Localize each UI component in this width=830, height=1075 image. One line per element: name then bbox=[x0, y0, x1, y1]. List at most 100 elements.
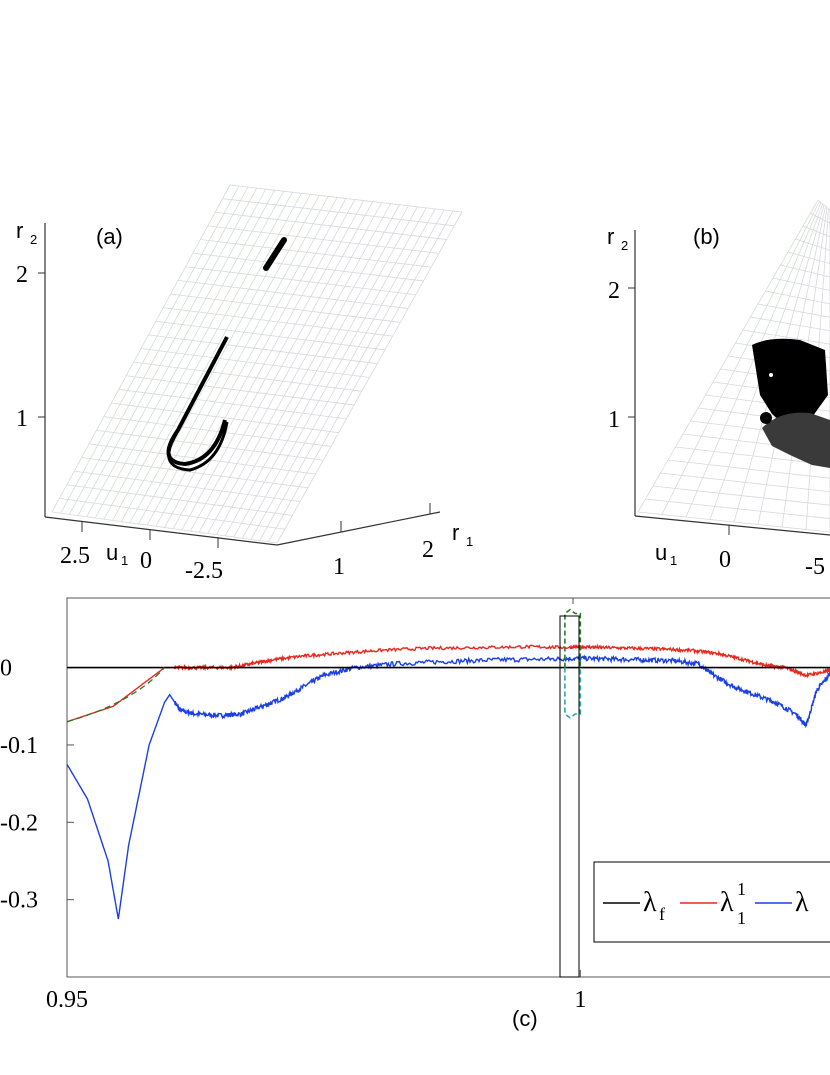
panel-a-z-axis-label: r bbox=[16, 218, 23, 243]
panel-c-plot-frame bbox=[66, 597, 830, 978]
panel-c-series bbox=[66, 608, 830, 920]
panel-a-z-tick-label: 1 bbox=[16, 406, 28, 432]
grid-line bbox=[660, 472, 830, 493]
grid-line bbox=[667, 459, 830, 479]
legend-sub-lambda-f: f bbox=[659, 904, 665, 924]
panel-a-z-tick-label: 2 bbox=[16, 262, 28, 288]
legend-sup-lambda-11: 1 bbox=[737, 879, 746, 899]
grid-line bbox=[96, 429, 324, 461]
grid-line bbox=[178, 279, 409, 309]
grid-line bbox=[140, 348, 370, 378]
panel-a-u-axis-sub: 1 bbox=[121, 553, 128, 568]
grid-line bbox=[772, 277, 830, 291]
panel-b: 2 1 r 2 (b) u 1 0 -5 bbox=[607, 199, 830, 580]
grid-line bbox=[222, 198, 455, 227]
grid-line bbox=[51, 511, 278, 544]
panel-b-z-axis-label: r bbox=[607, 224, 614, 249]
panel-c-highlight-box bbox=[559, 615, 580, 978]
grid-line bbox=[200, 239, 432, 268]
grid-line bbox=[103, 416, 332, 447]
panel-c-label: (c) bbox=[512, 1006, 538, 1031]
panel-a-u-axis bbox=[44, 516, 278, 546]
grid-line bbox=[637, 511, 830, 533]
series-line-4 bbox=[564, 667, 582, 719]
panel-c-legend-box bbox=[593, 861, 830, 943]
grid-line bbox=[757, 303, 830, 318]
panel-b-attractor-dot bbox=[760, 412, 772, 424]
grid-line bbox=[750, 316, 830, 332]
panel-b-attractor-blob bbox=[752, 338, 828, 430]
grid-line bbox=[817, 199, 830, 211]
panel-b-u-axis-label: u bbox=[655, 540, 667, 565]
grid-line bbox=[742, 329, 830, 345]
panel-c-ticks: 0 -0.1 -0.2 -0.3 0.95 1 bbox=[0, 656, 586, 1013]
panel-b-attractor-blob bbox=[762, 412, 830, 468]
panel-a-u-tick-label: 0 bbox=[140, 548, 152, 574]
panel-b-z-axis-sub: 2 bbox=[621, 238, 628, 253]
grid-line bbox=[780, 264, 830, 278]
grid-line bbox=[126, 375, 355, 406]
panel-a-attractor-segment bbox=[263, 237, 287, 271]
legend-label-lambda-3: λ bbox=[795, 887, 809, 918]
grid-line bbox=[111, 402, 339, 434]
grid-line bbox=[229, 184, 463, 213]
grid-line bbox=[765, 290, 830, 305]
panel-a-u-tick-label: -2.5 bbox=[185, 558, 223, 584]
x-tick-label: 1 bbox=[574, 987, 586, 1013]
panel-a-r1-tick-label: 1 bbox=[333, 554, 345, 580]
panel-c-legend: λ f λ 1 1 λ bbox=[593, 861, 830, 943]
panel-a-r1-tick-label: 2 bbox=[422, 537, 434, 563]
panel-a-z-axis-sub: 2 bbox=[30, 232, 37, 247]
panel-b-u-axis-sub: 1 bbox=[670, 553, 677, 568]
panel-b-u-tick-label: -5 bbox=[805, 554, 825, 580]
grid-line bbox=[59, 497, 285, 530]
panel-a-u-tick-label: 2.5 bbox=[60, 543, 90, 569]
grid-line bbox=[155, 320, 385, 351]
y-tick-label: -0.3 bbox=[0, 888, 38, 914]
grid-line bbox=[795, 238, 830, 251]
series-line-2 bbox=[66, 654, 830, 920]
legend-label-lambda-11: λ bbox=[720, 887, 734, 918]
grid-line bbox=[81, 457, 308, 489]
grid-line bbox=[74, 470, 301, 503]
panel-b-u-axis bbox=[634, 515, 830, 536]
panel-a: 2 1 r 2 (a) 2.5 0 -2.5 u 1 1 2 r 1 bbox=[16, 184, 473, 584]
panel-a-u-axis-label: u bbox=[106, 540, 118, 565]
grid-line bbox=[163, 307, 393, 337]
series-line-overlay bbox=[66, 667, 166, 723]
grid-line bbox=[192, 252, 424, 282]
grid-line bbox=[148, 334, 378, 365]
grid-line bbox=[170, 293, 401, 323]
panel-b-u-tick-label: 0 bbox=[719, 547, 731, 573]
grid-line bbox=[645, 498, 830, 519]
grid-line bbox=[652, 485, 830, 506]
panel-a-attractor-loop bbox=[167, 340, 229, 472]
panel-a-r1-axis-label: r bbox=[452, 520, 459, 545]
grid-line bbox=[66, 484, 293, 516]
grid-line bbox=[787, 251, 830, 265]
grid-line bbox=[215, 211, 447, 240]
grid-line bbox=[133, 361, 362, 392]
legend-sub-lambda-11: 1 bbox=[737, 908, 746, 928]
series-line-3 bbox=[564, 608, 582, 668]
panel-b-attractor-hole bbox=[769, 373, 773, 377]
panel-a-r1-axis-sub: 1 bbox=[466, 534, 473, 549]
grid-line bbox=[810, 212, 830, 224]
panel-b-label: (b) bbox=[693, 224, 720, 249]
panel-c: 0 -0.1 -0.2 -0.3 0.95 1 λ f λ 1 1 λ (c) bbox=[0, 597, 830, 1031]
panel-a-r1-axis bbox=[276, 511, 441, 546]
grid-line bbox=[185, 266, 416, 296]
grid-line bbox=[675, 446, 830, 466]
grid-line bbox=[207, 225, 439, 254]
y-tick-label: -0.1 bbox=[0, 733, 38, 759]
y-tick-label: -0.2 bbox=[0, 810, 38, 836]
grid-line bbox=[118, 388, 347, 420]
panel-b-z-tick-label: 1 bbox=[608, 407, 620, 433]
legend-label-lambda-f: λ bbox=[643, 887, 657, 918]
y-tick-label: 0 bbox=[0, 656, 12, 682]
panel-b-z-tick-label: 2 bbox=[608, 278, 620, 304]
panel-a-label: (a) bbox=[96, 224, 123, 249]
x-tick-label: 0.95 bbox=[46, 987, 88, 1013]
grid-line bbox=[802, 225, 830, 238]
